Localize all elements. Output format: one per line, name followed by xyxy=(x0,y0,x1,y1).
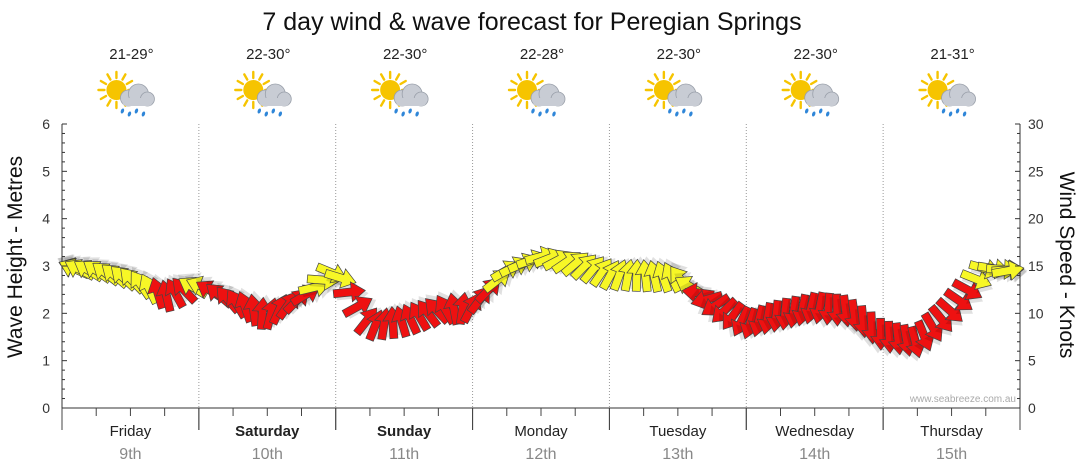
y-tick-label-right: 20 xyxy=(1028,211,1044,227)
day-name: Monday xyxy=(514,423,568,440)
day-date: 14th xyxy=(799,446,830,463)
plot-area xyxy=(61,124,1021,430)
left-axis-ticks: 0 1 2 3 4 5 6 xyxy=(42,116,67,416)
day-date: 11th xyxy=(389,446,419,463)
day-name: Friday xyxy=(110,423,152,440)
temperature-range: 22-30° xyxy=(794,46,838,63)
day-date: 9th xyxy=(119,446,141,463)
sun-cloud-rain-icon xyxy=(370,70,429,117)
y-tick-label-left: 5 xyxy=(42,163,50,179)
wind-arrow xyxy=(687,288,724,311)
y-tick-label-left: 3 xyxy=(42,258,50,274)
y-axis-label-right: Wind Speed - Knots xyxy=(1055,172,1078,359)
wind-arrow-body xyxy=(323,268,357,289)
day-name: Saturday xyxy=(235,423,300,440)
wind-arrow-series xyxy=(57,245,1028,362)
y-tick-label-left: 6 xyxy=(42,116,50,132)
sun-cloud-rain-icon xyxy=(507,70,566,117)
y-tick-label-right: 30 xyxy=(1028,116,1044,132)
temperature-range: 22-30° xyxy=(246,46,290,63)
sun-cloud-rain-icon xyxy=(97,70,155,117)
day-name: Sunday xyxy=(377,423,432,440)
chart-title: 7 day wind & wave forecast for Peregian … xyxy=(262,8,801,36)
y-tick-label-left: 2 xyxy=(42,305,50,321)
day-date: 10th xyxy=(252,446,283,463)
temperature-range: 21-29° xyxy=(109,46,153,63)
wind-arrow-body xyxy=(935,296,963,322)
day-date: 15th xyxy=(936,446,967,463)
temperature-range: 21-31° xyxy=(930,46,974,63)
weather-icon-row xyxy=(97,70,976,117)
temperature-range: 22-30° xyxy=(383,46,427,63)
wind-arrow-body xyxy=(943,287,973,311)
y-tick-label-right: 15 xyxy=(1028,258,1044,274)
y-tick-label-left: 1 xyxy=(42,353,50,369)
wind-arrow xyxy=(920,311,943,346)
wind-arrow xyxy=(943,287,973,315)
y-tick-label-right: 0 xyxy=(1028,400,1036,416)
sun-cloud-rain-icon xyxy=(234,70,292,117)
day-name: Thursday xyxy=(920,423,983,440)
day-date: 12th xyxy=(525,446,556,463)
y-tick-label-right: 10 xyxy=(1028,305,1044,321)
wind-arrow-body xyxy=(959,269,992,290)
y-tick-label-left: 4 xyxy=(42,211,50,227)
day-name: Wednesday xyxy=(775,423,854,440)
day-date: 13th xyxy=(662,446,693,463)
temperature-row: 21-29° 22-30° 22-30° 22-28° 22-30° 22-30° 21-3… xyxy=(109,46,975,63)
sun-cloud-rain-icon xyxy=(644,70,703,117)
credit-text: www.seabreeze.com.au xyxy=(909,394,1016,405)
wind-arrow-body xyxy=(991,259,1025,281)
y-tick-label-right: 5 xyxy=(1028,353,1036,369)
y-tick-label-left: 0 xyxy=(42,400,50,416)
day-name: Tuesday xyxy=(649,423,706,440)
wind-arrow xyxy=(991,259,1028,283)
y-tick-label-right: 25 xyxy=(1028,163,1044,179)
right-axis-ticks: 0 5 10 15 20 25 30 xyxy=(1015,116,1044,416)
wind-arrow xyxy=(935,296,963,326)
wind-arrow xyxy=(323,268,359,292)
y-axis-label-left: Wave Height - Metres xyxy=(4,156,27,358)
temperature-range: 22-30° xyxy=(657,46,701,63)
sun-cloud-rain-icon xyxy=(781,70,840,117)
sun-cloud-rain-icon xyxy=(918,70,976,117)
day-labels: Friday 9th Saturday 10th Sunday 11th Monday 12t… xyxy=(110,423,984,463)
temperature-range: 22-28° xyxy=(520,46,564,63)
wind-arrow-body xyxy=(951,278,983,301)
